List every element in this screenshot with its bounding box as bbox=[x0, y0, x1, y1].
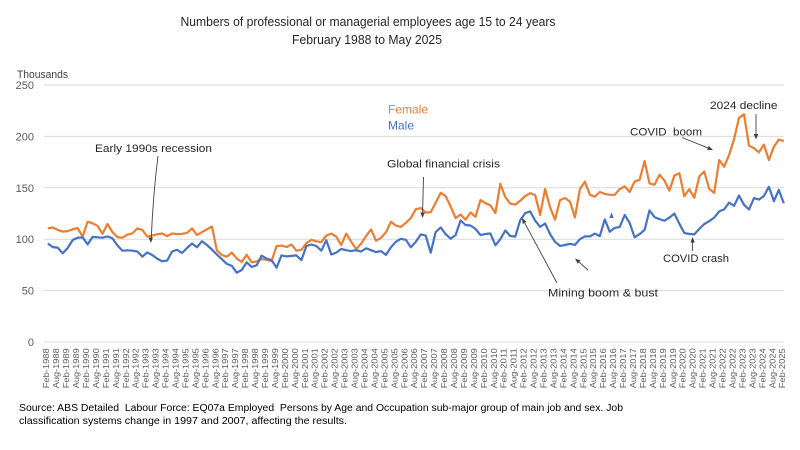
svg-text:Feb-2025: Feb-2025 bbox=[777, 348, 787, 388]
svg-text:Aug-2013: Aug-2013 bbox=[548, 348, 558, 388]
svg-text:Feb-2008: Feb-2008 bbox=[439, 348, 449, 388]
svg-text:Feb-1991: Feb-1991 bbox=[101, 348, 111, 388]
svg-text:Aug-2018: Aug-2018 bbox=[648, 348, 658, 388]
svg-text:Feb-2012: Feb-2012 bbox=[519, 348, 529, 388]
svg-text:Aug-2003: Aug-2003 bbox=[350, 348, 360, 388]
svg-text:Aug-2019: Aug-2019 bbox=[668, 348, 678, 388]
svg-text:Global financial crisis: Global financial crisis bbox=[387, 159, 501, 171]
svg-text:Aug-2017: Aug-2017 bbox=[628, 348, 638, 388]
svg-text:Aug-2005: Aug-2005 bbox=[389, 348, 399, 388]
svg-text:classification systems change: classification systems change in 1997 an… bbox=[19, 416, 347, 427]
svg-text:Aug-2000: Aug-2000 bbox=[290, 348, 300, 388]
svg-text:Feb-2023: Feb-2023 bbox=[737, 348, 747, 388]
svg-text:Aug-2007: Aug-2007 bbox=[429, 348, 439, 388]
svg-text:Mining boom & bust: Mining boom & bust bbox=[548, 288, 658, 300]
svg-text:Male: Male bbox=[388, 119, 414, 133]
svg-text:Aug-1994: Aug-1994 bbox=[171, 348, 181, 388]
svg-text:Feb-2021: Feb-2021 bbox=[698, 348, 708, 388]
svg-text:February 1988 to May 2025: February 1988 to May 2025 bbox=[292, 33, 442, 47]
svg-text:150: 150 bbox=[16, 183, 34, 195]
svg-text:Aug-1999: Aug-1999 bbox=[270, 348, 280, 388]
svg-text:Feb-2019: Feb-2019 bbox=[658, 348, 668, 388]
svg-text:Feb-2003: Feb-2003 bbox=[340, 348, 350, 388]
svg-text:Feb-1988: Feb-1988 bbox=[41, 348, 51, 388]
svg-text:Aug-1990: Aug-1990 bbox=[91, 348, 101, 388]
svg-text:Feb-2013: Feb-2013 bbox=[539, 348, 549, 388]
svg-text:0: 0 bbox=[28, 337, 34, 349]
svg-text:Aug-2020: Aug-2020 bbox=[688, 348, 698, 388]
svg-text:Numbers of professional or man: Numbers of professional or managerial em… bbox=[181, 15, 556, 29]
svg-text:Feb-2017: Feb-2017 bbox=[618, 348, 628, 388]
svg-text:Aug-1992: Aug-1992 bbox=[131, 348, 141, 388]
svg-text:Feb-1994: Feb-1994 bbox=[161, 348, 171, 388]
svg-text:Aug-2010: Aug-2010 bbox=[489, 348, 499, 388]
svg-text:Aug-1998: Aug-1998 bbox=[250, 348, 260, 388]
svg-text:Feb-1990: Feb-1990 bbox=[81, 348, 91, 388]
svg-text:Early 1990s recession: Early 1990s recession bbox=[95, 143, 212, 155]
svg-text:Thousands: Thousands bbox=[17, 69, 68, 81]
svg-text:Feb-2006: Feb-2006 bbox=[399, 348, 409, 388]
svg-text:Aug-1991: Aug-1991 bbox=[111, 348, 121, 388]
svg-text:Aug-2015: Aug-2015 bbox=[588, 348, 598, 388]
svg-text:Feb-2010: Feb-2010 bbox=[479, 348, 489, 388]
svg-text:Feb-2014: Feb-2014 bbox=[558, 348, 568, 388]
svg-text:Feb-1999: Feb-1999 bbox=[260, 348, 270, 388]
svg-text:Feb-1989: Feb-1989 bbox=[61, 348, 71, 388]
svg-text:Feb-2024: Feb-2024 bbox=[757, 348, 767, 388]
svg-text:Aug-2023: Aug-2023 bbox=[747, 348, 757, 388]
svg-text:250: 250 bbox=[16, 80, 34, 92]
svg-text:Aug-2001: Aug-2001 bbox=[310, 348, 320, 388]
svg-text:Aug-2016: Aug-2016 bbox=[608, 348, 618, 388]
svg-text:Aug-2014: Aug-2014 bbox=[568, 348, 578, 388]
svg-text:Feb-2022: Feb-2022 bbox=[718, 348, 728, 388]
svg-text:Aug-1993: Aug-1993 bbox=[151, 348, 161, 388]
svg-text:Aug-2021: Aug-2021 bbox=[708, 348, 718, 388]
svg-text:Aug-2012: Aug-2012 bbox=[529, 348, 539, 388]
svg-text:Feb-2011: Feb-2011 bbox=[499, 348, 509, 388]
svg-text:Feb-1992: Feb-1992 bbox=[121, 348, 131, 388]
svg-text:50: 50 bbox=[22, 286, 34, 298]
svg-text:Aug-2008: Aug-2008 bbox=[449, 348, 459, 388]
svg-text:Feb-2015: Feb-2015 bbox=[578, 348, 588, 388]
svg-text:Aug-2004: Aug-2004 bbox=[369, 348, 379, 388]
svg-text:2024 decline: 2024 decline bbox=[710, 100, 778, 112]
svg-text:Feb-2000: Feb-2000 bbox=[280, 348, 290, 388]
svg-text:Aug-1988: Aug-1988 bbox=[51, 348, 61, 388]
svg-text:Feb-2009: Feb-2009 bbox=[459, 348, 469, 388]
svg-text:Aug-1996: Aug-1996 bbox=[210, 348, 220, 388]
svg-text:Aug-2024: Aug-2024 bbox=[767, 348, 777, 388]
svg-text:Source: ABS Detailed Labour F: Source: ABS Detailed Labour Force: EQ07a… bbox=[19, 403, 623, 414]
svg-text:Feb-2007: Feb-2007 bbox=[419, 348, 429, 388]
svg-text:Aug-2002: Aug-2002 bbox=[330, 348, 340, 388]
svg-text:Aug-1995: Aug-1995 bbox=[190, 348, 200, 388]
svg-text:COVID crash: COVID crash bbox=[663, 253, 729, 265]
svg-text:Feb-2004: Feb-2004 bbox=[360, 348, 370, 388]
svg-text:Feb-2005: Feb-2005 bbox=[379, 348, 389, 388]
svg-text:Feb-1997: Feb-1997 bbox=[220, 348, 230, 388]
svg-text:Feb-2018: Feb-2018 bbox=[638, 348, 648, 388]
svg-text:Feb-1996: Feb-1996 bbox=[200, 348, 210, 388]
svg-text:Aug-2022: Aug-2022 bbox=[728, 348, 738, 388]
svg-text:Aug-1989: Aug-1989 bbox=[71, 348, 81, 388]
svg-text:100: 100 bbox=[16, 234, 34, 246]
svg-text:Feb-1998: Feb-1998 bbox=[240, 348, 250, 388]
svg-text:Feb-1993: Feb-1993 bbox=[141, 348, 151, 388]
svg-text:Aug-1997: Aug-1997 bbox=[230, 348, 240, 388]
svg-text:COVID boom: COVID boom bbox=[630, 127, 702, 139]
svg-text:Aug-2009: Aug-2009 bbox=[469, 348, 479, 388]
svg-text:Female: Female bbox=[388, 103, 428, 117]
svg-text:Feb-2016: Feb-2016 bbox=[598, 348, 608, 388]
svg-text:Feb-1995: Feb-1995 bbox=[180, 348, 190, 388]
svg-text:Aug-2011: Aug-2011 bbox=[509, 348, 519, 388]
svg-text:200: 200 bbox=[16, 131, 34, 143]
svg-text:Feb-2020: Feb-2020 bbox=[678, 348, 688, 388]
svg-text:Aug-2006: Aug-2006 bbox=[409, 348, 419, 388]
svg-text:Feb-2001: Feb-2001 bbox=[300, 348, 310, 388]
svg-text:Feb-2002: Feb-2002 bbox=[320, 348, 330, 388]
